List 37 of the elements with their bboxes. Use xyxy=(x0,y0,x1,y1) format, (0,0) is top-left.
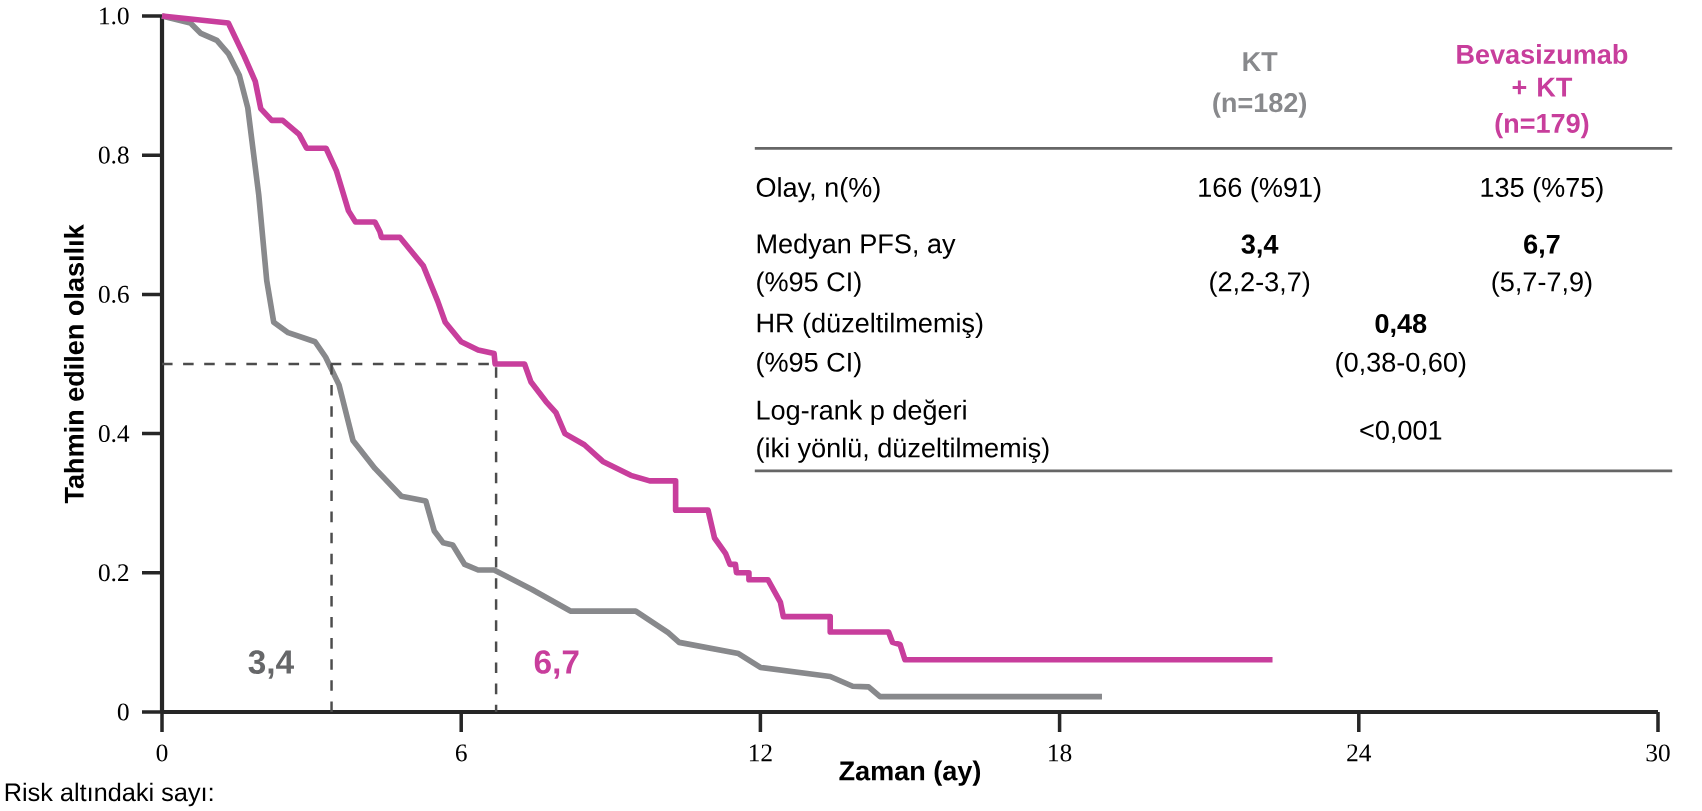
y-tick-label: 0.6 xyxy=(98,285,129,303)
x-tick-label: 6 xyxy=(455,744,467,762)
annotation: (2,2-3,7) xyxy=(1210,271,1310,297)
y-tick-label: 0 xyxy=(117,703,129,721)
x-axis-title: Zaman (ay) xyxy=(839,760,981,786)
annotation: (n=182) xyxy=(1213,92,1307,118)
x-tick-label: 30 xyxy=(1646,744,1670,762)
text: Risk altındaki sayı: xyxy=(5,782,213,807)
annotation: HR (düzeltilmemiş) xyxy=(757,312,983,339)
annotation: 166 (%91) xyxy=(1199,177,1321,203)
annotation: 6,7 xyxy=(1524,234,1560,258)
text: Bevasizumab + KT xyxy=(1457,44,1628,97)
y-axis-title: Tahmin edilen olasılık xyxy=(63,224,84,504)
annotation: Medyan PFS, ay xyxy=(757,233,956,259)
x-tick-label: 18 xyxy=(1049,744,1072,762)
annotation: Olay, n(%) xyxy=(756,177,880,203)
annotation: 3,4 xyxy=(1241,234,1279,258)
annotation: (5,7-7,9) xyxy=(1492,271,1592,297)
annotation: 0,48 xyxy=(1375,313,1427,337)
x-tick-label: 24 xyxy=(1347,744,1372,762)
x-tick-label: 0 xyxy=(156,744,168,762)
annotation: (%95 CI) xyxy=(757,351,861,378)
y-tick-label: 0.2 xyxy=(98,564,129,582)
x-tick-label: 12 xyxy=(749,744,772,762)
text: KT xyxy=(1243,52,1278,71)
annotation: Log-rank p değeri xyxy=(757,399,966,426)
annotation: (%95 CI) xyxy=(757,271,861,297)
annotation: (0,38-0,60) xyxy=(1336,351,1466,378)
annotation: 135 (%75) xyxy=(1481,177,1603,203)
annotation: (n=179) xyxy=(1495,113,1589,139)
annotation: (iki yönlü, düzeltilmemiş) xyxy=(757,437,1049,463)
y-tick-label: 0.8 xyxy=(98,146,129,164)
y-tick-label: 1.0 xyxy=(100,7,129,25)
annotation: 6,7 xyxy=(534,650,579,679)
y-tick-label: 0.4 xyxy=(98,425,130,443)
annotation: <0,001 xyxy=(1360,420,1442,444)
annotation: 3,4 xyxy=(248,650,294,679)
